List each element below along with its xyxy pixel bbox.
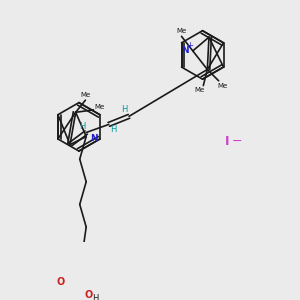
Text: Me: Me: [218, 82, 228, 88]
Text: Me: Me: [80, 92, 91, 98]
Text: N: N: [90, 134, 97, 143]
Text: H: H: [110, 125, 117, 134]
Text: I: I: [224, 135, 229, 148]
Text: −: −: [232, 135, 242, 148]
Text: H: H: [79, 122, 85, 130]
Text: N: N: [181, 46, 188, 56]
Text: H: H: [121, 105, 128, 114]
Text: +: +: [186, 41, 193, 50]
Text: O: O: [56, 277, 64, 287]
Text: H: H: [92, 294, 98, 300]
Text: Me: Me: [176, 28, 187, 34]
Text: Me: Me: [95, 104, 105, 110]
Text: Me: Me: [194, 88, 204, 94]
Text: O: O: [85, 290, 93, 300]
